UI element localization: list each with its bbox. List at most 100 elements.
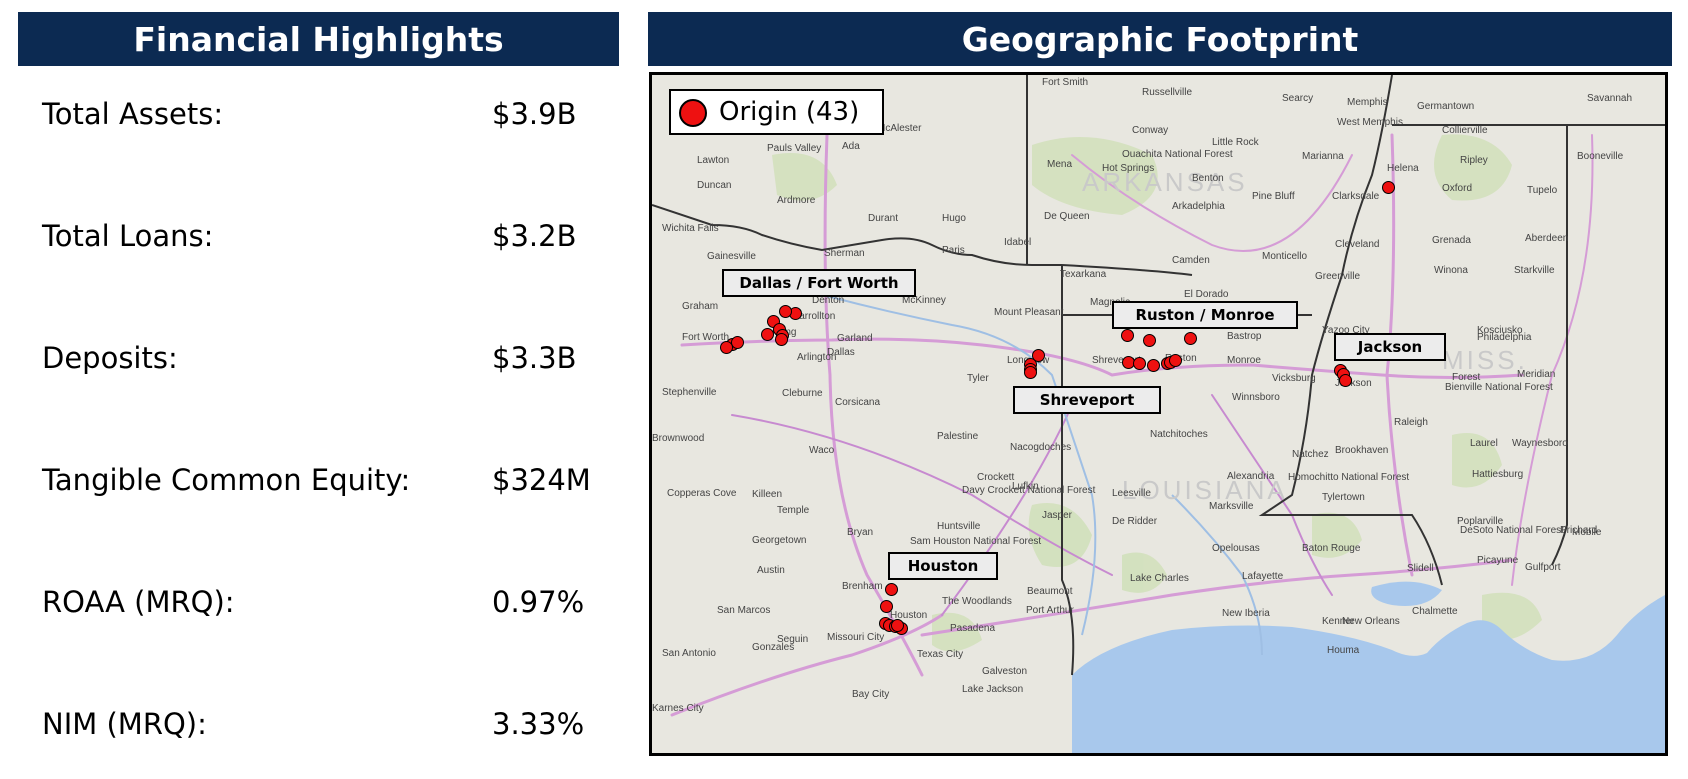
- city-label: Hattiesburg: [1472, 469, 1524, 480]
- city-label: Carrollton: [792, 311, 836, 322]
- city-label: Brookhaven: [1335, 445, 1389, 456]
- metric-value: $3.2B: [492, 219, 577, 253]
- metric-value: $3.9B: [492, 97, 577, 131]
- metric-deposits: Deposits: $3.3B: [42, 341, 612, 385]
- city-label: Savannah: [1587, 93, 1633, 104]
- metric-label: ROAA (MRQ):: [42, 585, 235, 619]
- city-label: Monroe: [1227, 355, 1261, 366]
- origin-location-marker[interactable]: [1133, 357, 1146, 370]
- city-label: Durant: [868, 213, 899, 224]
- city-label: Kosciusko: [1477, 325, 1523, 336]
- city-label: Magnolia: [1090, 297, 1131, 308]
- city-label: Sherman: [824, 248, 865, 259]
- metric-value: $3.3B: [492, 341, 577, 375]
- origin-location-marker[interactable]: [1339, 374, 1352, 387]
- city-label: Hot Springs: [1102, 163, 1155, 174]
- city-label: Memphis: [1347, 97, 1388, 108]
- city-label: Marksville: [1209, 501, 1254, 512]
- city-label: Wichita Falls: [662, 223, 719, 234]
- origin-location-marker[interactable]: [891, 619, 904, 632]
- city-label: Cleveland: [1335, 239, 1380, 250]
- metric-value: 0.97%: [492, 585, 585, 619]
- gulf-water: [1072, 595, 1665, 753]
- origin-location-marker[interactable]: [1032, 349, 1045, 362]
- city-label: Tyler: [967, 373, 989, 384]
- city-label: Denton: [812, 295, 845, 306]
- origin-location-marker[interactable]: [1143, 334, 1156, 347]
- state-label-louisiana: LOUISIANA: [1122, 475, 1288, 505]
- city-label: Karnes City: [652, 703, 704, 714]
- origin-location-marker[interactable]: [1382, 181, 1395, 194]
- city-label: Waynesboro: [1512, 438, 1568, 449]
- origin-location-marker[interactable]: [761, 328, 774, 341]
- city-label: Baton Rouge: [1302, 543, 1361, 554]
- origin-location-marker[interactable]: [1169, 354, 1182, 367]
- city-label: Stephenville: [662, 387, 717, 398]
- origin-location-marker[interactable]: [1184, 332, 1197, 345]
- city-label: Arlington: [797, 352, 837, 363]
- city-label: Waco: [809, 445, 835, 456]
- market-label-shreveport: Shreveport: [1013, 386, 1161, 414]
- market-label-ruston-monroe: Ruston / Monroe: [1112, 301, 1298, 329]
- city-label: Laurel: [1470, 438, 1498, 449]
- city-label: Tupelo: [1527, 185, 1558, 196]
- city-label: Clarksdale: [1332, 191, 1380, 202]
- metric-nim: NIM (MRQ): 3.33%: [42, 707, 612, 751]
- origin-location-marker[interactable]: [779, 305, 792, 318]
- city-label: Natchez: [1292, 449, 1329, 460]
- origin-location-marker[interactable]: [1024, 366, 1037, 379]
- city-label: Mena: [1047, 159, 1073, 170]
- city-label: Helena: [1387, 163, 1419, 174]
- city-label: Beaumont: [1027, 586, 1073, 597]
- footprint-map[interactable]: ARKANSAS MISS. LOUISIANA Fort Smith Russe…: [649, 72, 1668, 756]
- city-label: Temple: [777, 505, 810, 516]
- city-label: Bastrop: [1227, 331, 1262, 342]
- city-label: Fort Worth: [682, 332, 730, 343]
- city-label: Ada: [842, 141, 860, 152]
- state-label-mississippi: MISS.: [1442, 345, 1528, 375]
- city-label: Seguin: [777, 634, 809, 645]
- city-label: Marianna: [1302, 151, 1344, 162]
- origin-location-marker[interactable]: [775, 333, 788, 346]
- city-label: New Iberia: [1222, 608, 1270, 619]
- city-label: West Memphis: [1337, 117, 1403, 128]
- city-label: Prichard: [1560, 525, 1598, 536]
- rivers: [751, 274, 1263, 656]
- city-label: Poplarville: [1457, 516, 1504, 527]
- city-label: Booneville: [1577, 151, 1624, 162]
- city-label: San Antonio: [662, 648, 716, 659]
- city-label: Forest: [1452, 372, 1481, 383]
- city-label: Jasper: [1042, 510, 1073, 521]
- city-label: Palestine: [937, 431, 979, 442]
- city-label: Hugo: [942, 213, 966, 224]
- metric-label: Total Assets:: [42, 97, 224, 131]
- city-label: Aberdeen: [1525, 233, 1569, 244]
- city-label: Leesville: [1112, 488, 1151, 499]
- city-label: Huntsville: [937, 521, 981, 532]
- city-label: Pasadena: [950, 623, 996, 634]
- city-label: Idabel: [1004, 237, 1032, 248]
- city-label: Crockett: [977, 472, 1015, 483]
- city-label: New Orleans: [1342, 616, 1400, 627]
- city-label: Lawton: [697, 155, 730, 166]
- origin-location-marker[interactable]: [1147, 359, 1160, 372]
- city-label: De Ridder: [1112, 516, 1158, 527]
- city-label: The Woodlands: [942, 596, 1012, 607]
- city-label: Killeen: [752, 489, 783, 500]
- city-label: Yazoo City: [1322, 325, 1370, 336]
- city-label: Brownwood: [652, 433, 705, 444]
- origin-location-marker[interactable]: [1121, 329, 1134, 342]
- origin-location-marker[interactable]: [720, 341, 733, 354]
- metric-value: $324M: [492, 463, 591, 497]
- city-label: Lufkin: [1012, 481, 1039, 492]
- origin-location-marker[interactable]: [885, 583, 898, 596]
- city-label: Ouachita National Forest: [1122, 149, 1233, 160]
- city-label: Winona: [1434, 265, 1468, 276]
- city-label: Bryan: [847, 527, 874, 538]
- origin-location-marker[interactable]: [880, 600, 893, 613]
- city-label: Pauls Valley: [767, 143, 822, 154]
- city-label: Slidell: [1407, 563, 1434, 574]
- city-label: Lake Charles: [1130, 573, 1189, 584]
- city-label: De Queen: [1044, 211, 1090, 222]
- city-label: Duncan: [697, 180, 732, 191]
